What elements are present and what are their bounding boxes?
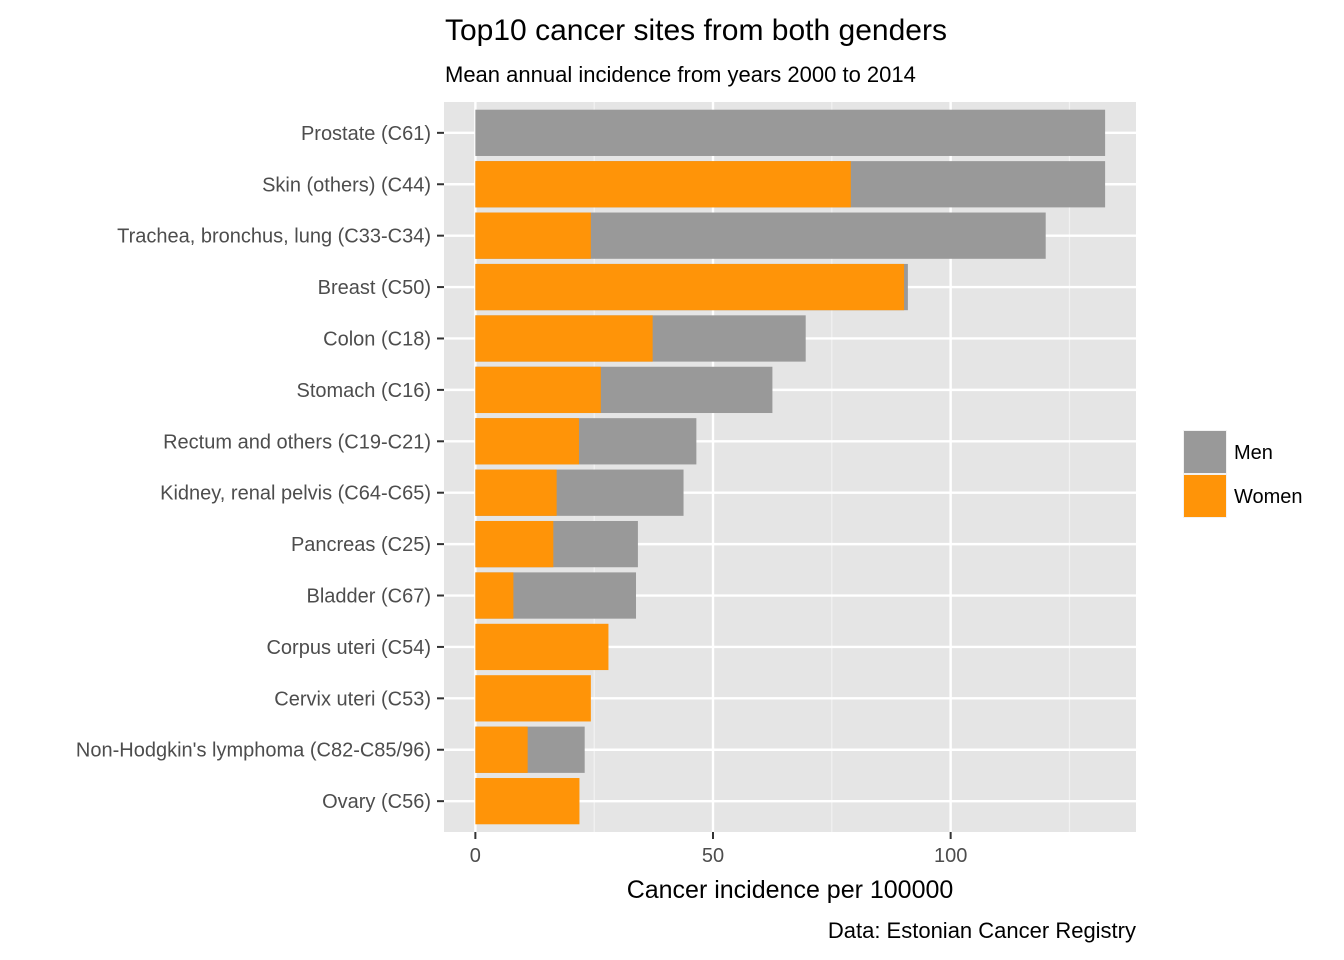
y-tick-label: Kidney, renal pelvis (C64-C65): [160, 483, 431, 505]
bar-women: [475, 315, 653, 362]
y-tick-label: Rectum and others (C19-C21): [163, 431, 431, 453]
bars-women: [475, 161, 905, 825]
y-tick-label: Non-Hodgkin's lymphoma (C82-C85/96): [76, 740, 431, 762]
chart-subtitle: Mean annual incidence from years 2000 to…: [445, 62, 916, 87]
y-tick-label: Skin (others) (C44): [262, 174, 431, 196]
bar-women: [475, 212, 591, 259]
bar-women: [475, 675, 591, 722]
x-axis-label: Cancer incidence per 100000: [627, 876, 954, 904]
y-tick-label: Trachea, bronchus, lung (C33-C34): [117, 226, 431, 248]
y-tick-label: Corpus uteri (C54): [266, 637, 431, 659]
bar-women: [475, 726, 528, 773]
y-tick-label: Pancreas (C25): [291, 534, 431, 556]
chart-title: Top10 cancer sites from both genders: [445, 14, 947, 47]
bar-women: [475, 572, 514, 619]
chart-caption: Data: Estonian Cancer Registry: [828, 918, 1136, 943]
bar-women: [475, 366, 601, 414]
y-axis: Prostate (C61) Skin (others) (C44) Trachea…: [76, 123, 444, 813]
x-tick-label: 0: [470, 845, 481, 867]
legend-key-women: [1184, 475, 1226, 517]
bar-women: [475, 623, 609, 671]
bar-women: [475, 778, 580, 825]
y-tick-label: Prostate (C61): [301, 123, 431, 145]
y-tick-label: Ovary (C56): [322, 791, 431, 813]
bar-men: [475, 109, 1106, 156]
x-tick-label: 100: [934, 845, 967, 867]
bar-women: [475, 418, 579, 465]
y-tick-label: Breast (C50): [318, 277, 431, 299]
legend-key-men: [1184, 431, 1226, 473]
y-tick-label: Stomach (C16): [297, 380, 432, 402]
legend-label-men: Men: [1234, 442, 1273, 464]
legend: Men Women: [1183, 430, 1303, 518]
y-tick-label: Bladder (C67): [306, 586, 431, 608]
y-tick-label: Cervix uteri (C53): [274, 688, 431, 710]
bar-women: [475, 161, 851, 208]
x-axis: 0 50 100: [470, 832, 967, 867]
x-tick-label: 50: [702, 845, 724, 867]
bar-women: [475, 520, 554, 568]
plot-panel: [444, 102, 1136, 832]
bar-women: [475, 263, 905, 311]
legend-label-women: Women: [1234, 486, 1303, 508]
y-tick-label: Colon (C18): [323, 328, 431, 350]
bar-women: [475, 469, 557, 516]
